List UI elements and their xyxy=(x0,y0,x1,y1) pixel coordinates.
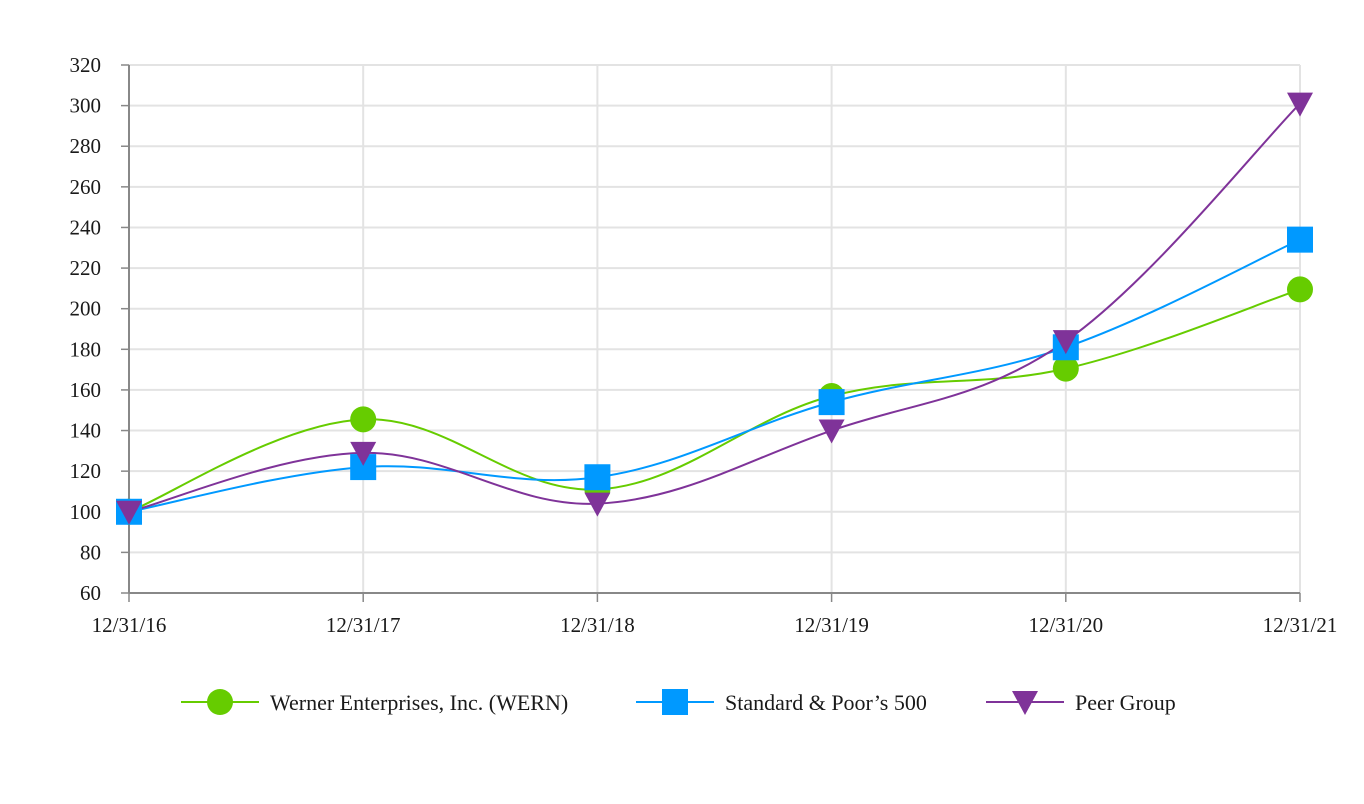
x-tick-label: 12/31/17 xyxy=(326,613,401,637)
y-tick-label: 80 xyxy=(80,540,101,564)
data-point-werner-enterprises-inc-wern xyxy=(1052,355,1079,382)
legend-label-werner-enterprises-inc-wern: Werner Enterprises, Inc. (WERN) xyxy=(270,690,568,715)
y-tick-label: 140 xyxy=(70,419,102,443)
y-tick-label: 240 xyxy=(70,215,102,239)
data-point-peer-group xyxy=(350,441,377,466)
data-point-werner-enterprises-inc-wern xyxy=(1287,276,1313,303)
y-tick-label: 320 xyxy=(70,53,102,77)
grid-lines xyxy=(129,64,1301,593)
y-tick-label: 220 xyxy=(70,256,102,280)
markers-group xyxy=(116,92,1313,525)
tick-labels: 60 80 100 120 140 160 180 200 220 240 260 280 300 320… xyxy=(70,53,1338,637)
y-tick-label: 100 xyxy=(70,500,102,524)
y-tick-label: 260 xyxy=(70,175,102,199)
series-line-werner-enterprises-inc-wern xyxy=(128,288,1301,513)
series-line-peer-group xyxy=(128,102,1301,513)
y-tick-label: 160 xyxy=(70,378,102,402)
series-line-standard-poor-s-500 xyxy=(128,238,1301,513)
x-tick-label: 12/31/19 xyxy=(794,613,869,637)
data-point-standard-poor-s-500 xyxy=(818,389,845,416)
x-tick-label: 12/31/21 xyxy=(1263,613,1338,637)
y-tick-label: 280 xyxy=(70,134,102,158)
data-point-werner-enterprises-inc-wern xyxy=(350,406,377,433)
y-tick-label: 60 xyxy=(80,581,101,605)
x-tick-label: 12/31/16 xyxy=(92,613,167,637)
legend-marker-werner-enterprises-inc-wern xyxy=(207,689,233,715)
series-group xyxy=(128,102,1301,513)
legend-label-peer-group: Peer Group xyxy=(1075,690,1176,715)
x-tick-label: 12/31/18 xyxy=(560,613,635,637)
data-point-peer-group xyxy=(1287,92,1313,117)
data-point-peer-group xyxy=(584,492,611,517)
x-tick-label: 12/31/20 xyxy=(1028,613,1103,637)
legend: Werner Enterprises, Inc. (WERN) Standard … xyxy=(181,689,1176,715)
legend-marker-peer-group xyxy=(1012,691,1038,715)
y-tick-label: 200 xyxy=(70,297,102,321)
y-tick-label: 300 xyxy=(70,94,102,118)
y-tick-label: 180 xyxy=(70,337,102,361)
legend-label-standard-poor-s-500: Standard & Poor’s 500 xyxy=(725,690,927,715)
y-tick-label: 120 xyxy=(70,459,102,483)
data-point-peer-group xyxy=(116,500,142,525)
data-point-standard-poor-s-500 xyxy=(584,464,611,491)
data-point-peer-group xyxy=(1052,330,1079,355)
data-point-standard-poor-s-500 xyxy=(1287,226,1313,253)
data-point-peer-group xyxy=(818,419,845,444)
legend-marker-standard-poor-s-500 xyxy=(662,689,688,715)
